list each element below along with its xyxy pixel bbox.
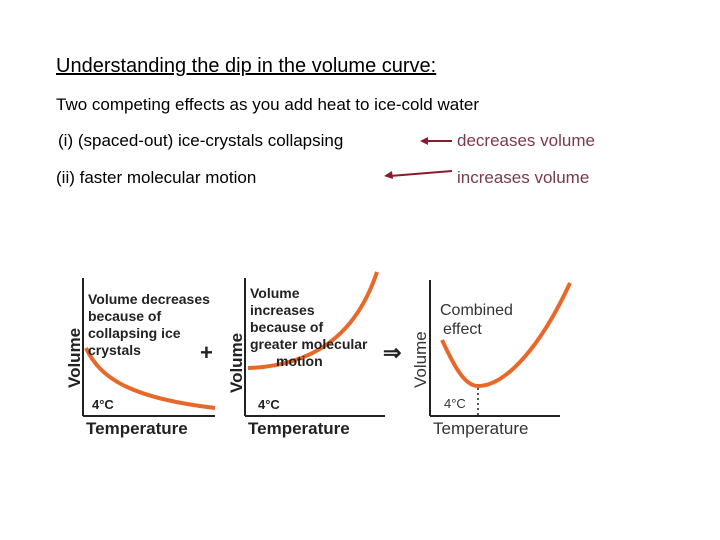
slide-heading: Understanding the dip in the volume curv…	[56, 55, 437, 77]
graph-2-annotation-line-4: greater molecular	[250, 336, 368, 352]
slide-subheading: Two competing effects as you add heat to…	[56, 95, 480, 114]
graph-3-xlabel: Temperature	[433, 419, 528, 438]
graph-2-annotation-line-2: increases	[250, 302, 315, 318]
arrow-2	[384, 170, 453, 179]
graph-1: Volume Temperature 4°C Volume decreases …	[65, 278, 216, 438]
graph-1-ylabel: Volume	[65, 328, 84, 388]
graph-3-ylabel: Volume	[411, 331, 430, 388]
graph-2-xlabel: Temperature	[248, 419, 350, 438]
graph-1-annotation-line-1: Volume decreases	[88, 291, 210, 307]
effect-2-cause: (ii) faster molecular motion	[56, 168, 257, 187]
graph-2: Volume Temperature 4°C Volume increases …	[227, 271, 385, 438]
graph-1-tick: 4°C	[92, 397, 114, 412]
graph-2-tick: 4°C	[258, 397, 280, 412]
effect-2-result: increases volume	[457, 168, 590, 187]
graph-1-xlabel: Temperature	[86, 419, 188, 438]
graph-3-annotation-line-2: effect	[443, 321, 482, 338]
plus-sign: +	[200, 340, 213, 365]
graph-1-annotation-line-2: because of	[88, 308, 161, 324]
graph-3-curve	[440, 282, 572, 389]
effect-1-cause: (i) (spaced-out) ice-crystals collapsing	[58, 131, 344, 150]
graph-2-annotation-line-5: motion	[276, 353, 323, 369]
graph-3-tick: 4°C	[444, 396, 466, 411]
effect-1-result: decreases volume	[457, 131, 595, 150]
graph-2-annotation-line-3: because of	[250, 319, 323, 335]
graph-1-annotation-line-3: collapsing ice	[88, 325, 181, 341]
graphs-panel: Volume Temperature 4°C Volume decreases …	[65, 271, 572, 438]
arrow-1	[420, 137, 452, 145]
graph-2-ylabel: Volume	[227, 333, 246, 393]
implies-arrow: ⇒	[383, 340, 401, 365]
effect-arrows	[384, 137, 453, 179]
graph-2-curve	[247, 271, 379, 370]
graph-2-annotation-line-1: Volume	[250, 285, 300, 301]
graph-1-curve	[84, 347, 216, 410]
graph-3-annotation-line-1: Combined	[440, 302, 513, 319]
graph-3: Volume Temperature 4°C Combined effect	[411, 280, 572, 438]
graph-1-annotation-line-4: crystals	[88, 342, 141, 358]
